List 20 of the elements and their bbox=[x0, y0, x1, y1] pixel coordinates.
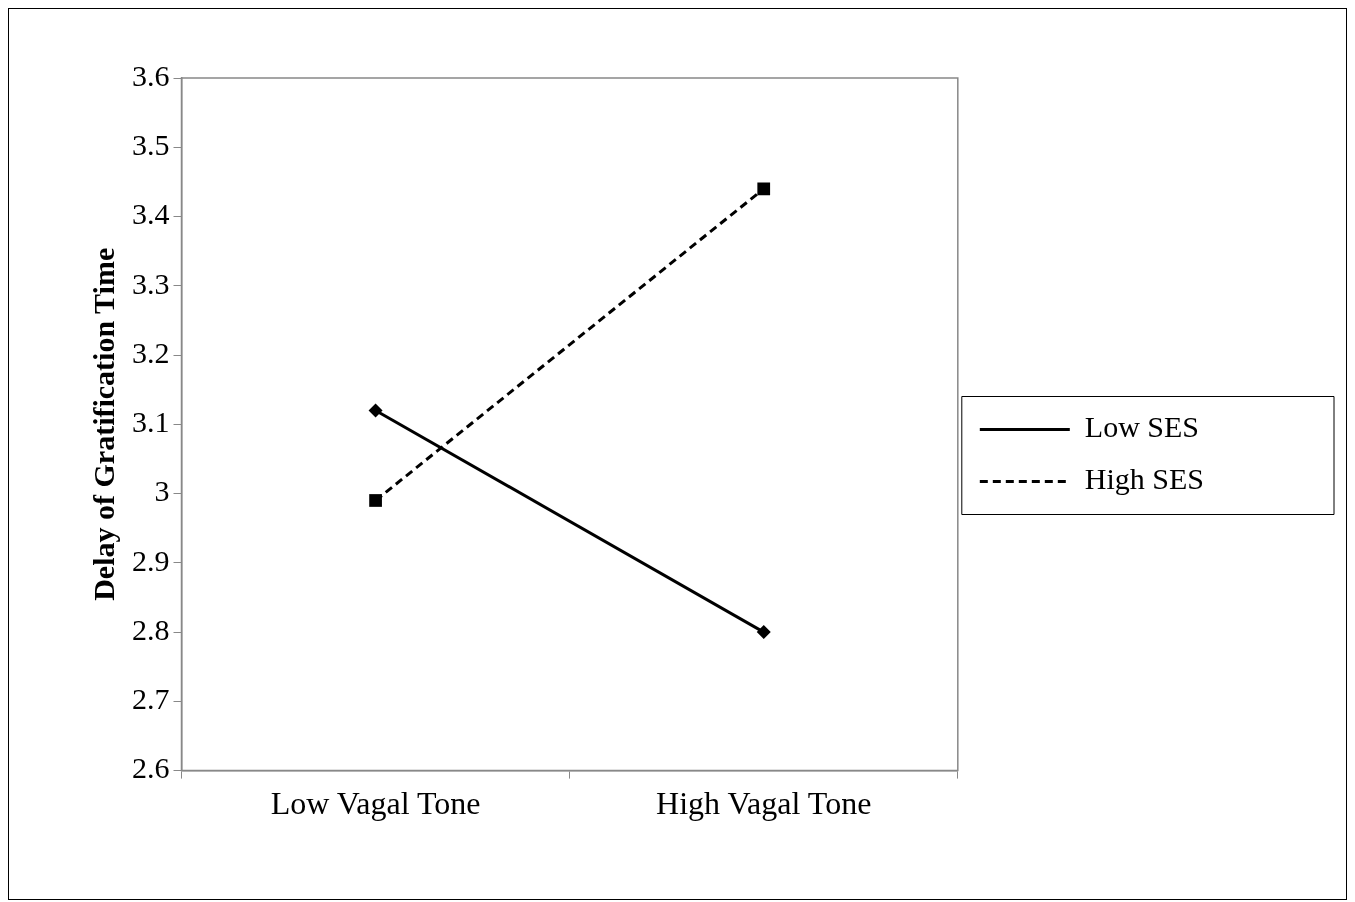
y-tick-label: 3.1 bbox=[132, 405, 170, 439]
legend-label: Low SES bbox=[1084, 410, 1199, 444]
y-tick-label: 2.6 bbox=[132, 751, 170, 785]
y-tick-label: 2.7 bbox=[132, 682, 170, 716]
x-tick-label: High Vagal Tone bbox=[656, 785, 872, 822]
y-tick-label: 2.9 bbox=[132, 543, 170, 577]
x-tick-label: Low Vagal Tone bbox=[270, 785, 481, 822]
y-tick-label: 3.6 bbox=[132, 58, 170, 92]
y-tick-label: 3.4 bbox=[132, 197, 170, 231]
point bbox=[756, 625, 771, 640]
y-tick-label: 2.8 bbox=[132, 612, 170, 646]
point bbox=[368, 403, 383, 418]
y-tick-label: 3.5 bbox=[132, 128, 170, 162]
y-tick-label: 3 bbox=[154, 474, 170, 508]
y-tick-label: 3.3 bbox=[132, 266, 170, 300]
point bbox=[757, 182, 771, 196]
y-tick-label: 3.2 bbox=[132, 335, 170, 369]
point bbox=[369, 494, 382, 507]
y-axis-title: Delay of Gratification Time bbox=[86, 247, 120, 601]
legend-label: High SES bbox=[1084, 462, 1205, 496]
